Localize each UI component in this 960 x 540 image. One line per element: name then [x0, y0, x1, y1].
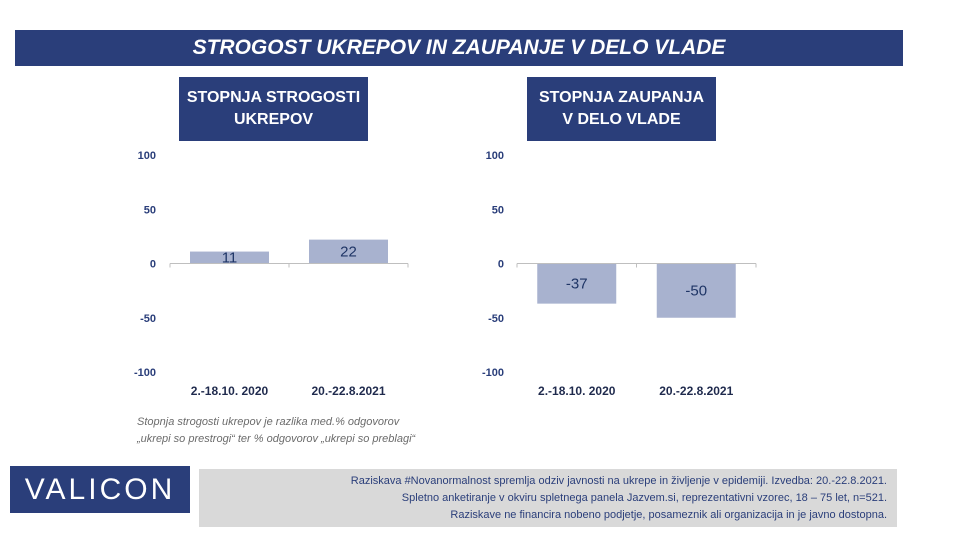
chart-title-line: STOPNJA ZAUPANJA [538, 89, 705, 106]
y-tick-label: -50 [140, 313, 156, 325]
footer-info: Raziskava #Novanormalnost spremlja odziv… [199, 469, 897, 527]
footnote-line: Stopnja strogosti ukrepov je razlika med… [137, 416, 400, 428]
chart-title-trust: STOPNJA ZAUPANJA V DELO VLADE [527, 77, 716, 141]
footer-line: Raziskave ne financira nobeno podjetje, … [450, 509, 887, 521]
valicon-logo: VALICON [10, 466, 190, 513]
y-tick-label: 0 [498, 259, 504, 271]
bar [309, 239, 388, 264]
bar [656, 263, 736, 318]
bar [537, 263, 617, 304]
y-tick-label: 100 [138, 150, 156, 162]
x-category-label: 20.-22.8.2021 [659, 384, 733, 398]
chart-title-line: STOPNJA STROGOSTI [186, 89, 361, 106]
chart-title-line: V DELO VLADE [562, 111, 681, 128]
y-tick-label: -50 [488, 313, 504, 325]
x-category-label: 20.-22.8.2021 [311, 384, 385, 398]
chart-title-strictness: STOPNJA STROGOSTI UKREPOV [179, 77, 368, 141]
chart-title-line: UKREPOV [233, 111, 314, 128]
bar-value-label: 22 [340, 244, 357, 261]
x-category-label: 2.-18.10. 2020 [538, 384, 616, 398]
y-tick-label: 50 [144, 204, 156, 216]
strictness-bar-chart: 100 50 0 -50 -100 11 2.-18.10. 2020 22 20.-22.8.… [134, 150, 409, 398]
chart-footnote: Stopnja strogosti ukrepov je razlika med… [137, 414, 415, 448]
footnote-line: „ukrepi so prestrogi“ ter % odgovorov „u… [137, 433, 416, 445]
footer-line: Raziskava #Novanormalnost spremlja odziv… [350, 475, 887, 487]
y-tick-label: -100 [134, 367, 156, 379]
bar-value-label: 11 [222, 250, 238, 267]
y-tick-label: -100 [482, 367, 504, 379]
y-tick-label: 100 [486, 150, 504, 162]
trust-bar-chart: 100 50 0 -50 -100 -37 2.-18.10. 2020 -50 20.-22.… [482, 150, 757, 398]
y-tick-label: 0 [150, 259, 156, 271]
bar-value-label: -37 [566, 276, 588, 293]
footer-line: Spletno anketiranje v okviru spletnega p… [401, 492, 887, 504]
bar-value-label: -50 [685, 283, 707, 300]
y-tick-label: 50 [492, 204, 504, 216]
slide-title: STROGOST UKREPOV IN ZAUPANJE V DELO VLAD… [15, 30, 903, 66]
x-category-label: 2.-18.10. 2020 [191, 384, 269, 398]
bar [190, 251, 269, 264]
